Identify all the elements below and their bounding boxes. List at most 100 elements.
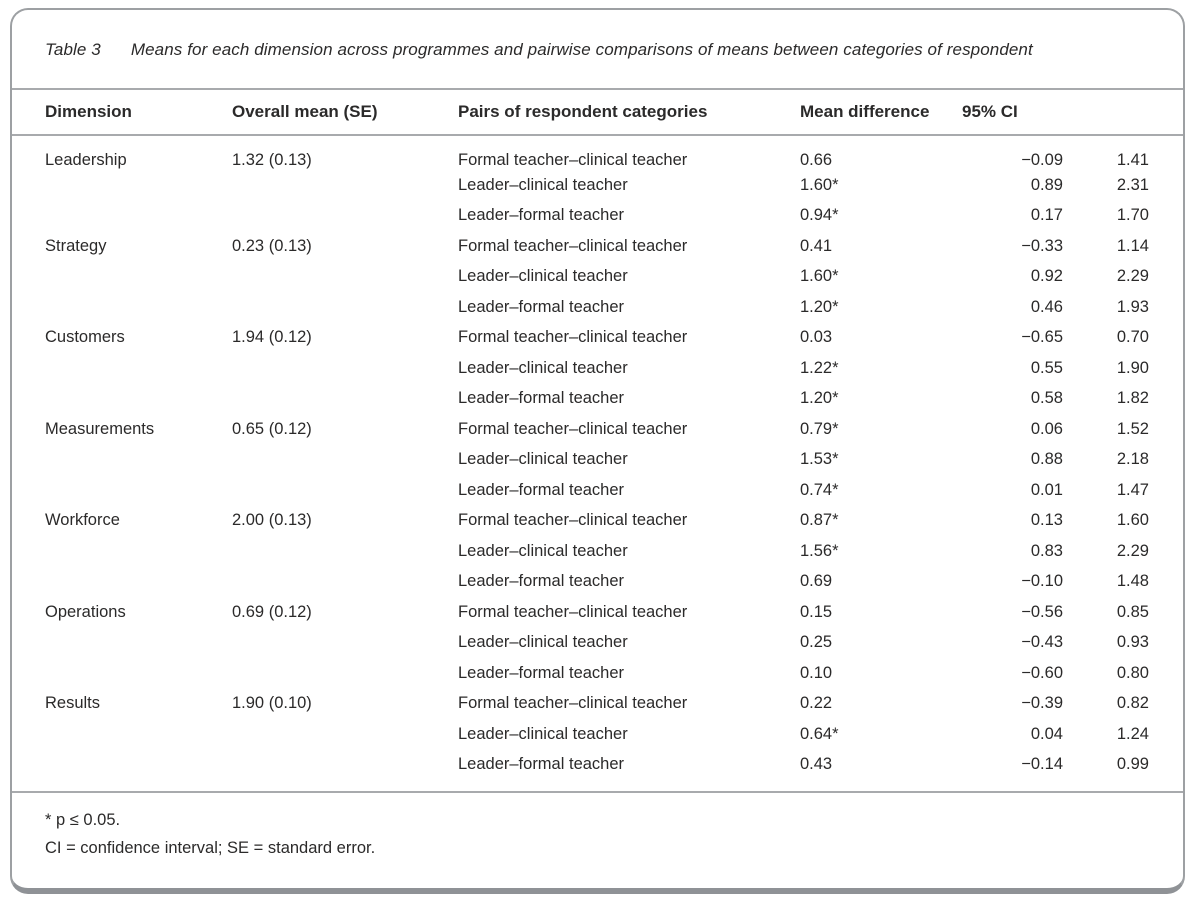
- overall-mean-cell: [232, 628, 458, 659]
- ci-low-cell: 0.92: [1030, 267, 1063, 286]
- footnote-significance: * p ≤ 0.05.: [45, 811, 121, 829]
- table-row: Results 1.90 (0.10) Formal teacher–clini…: [12, 689, 1183, 720]
- mean-difference-cell: 1.56*: [800, 541, 839, 560]
- overall-mean-cell: [232, 170, 458, 201]
- footnote-abbreviations: CI = confidence interval; SE = standard …: [45, 839, 376, 857]
- overall-mean-cell: [232, 384, 458, 415]
- pair-cell: Leader–clinical teacher: [458, 724, 628, 743]
- dimension-cell: [12, 475, 232, 506]
- pair-cell: Leader–formal teacher: [458, 663, 625, 682]
- mean-difference-cell: 0.43: [800, 755, 833, 774]
- ci-low-cell: 0.06: [1030, 419, 1063, 438]
- pair-cell: Leader–clinical teacher: [458, 541, 628, 560]
- mean-difference-cell: 0.41: [800, 236, 833, 255]
- mean-difference-cell: 1.53*: [800, 450, 839, 469]
- ci-high-cell: 1.90: [1116, 358, 1149, 377]
- overall-mean-cell: [232, 201, 458, 232]
- comparisons-table: Dimension Overall mean (SE) Pairs of res…: [12, 88, 1183, 780]
- overall-mean-cell: [232, 262, 458, 293]
- overall-mean-cell: [232, 475, 458, 506]
- pair-cell: Formal teacher–clinical teacher: [458, 151, 688, 169]
- mean-difference-cell: 1.20*: [800, 389, 839, 408]
- ci-low-cell: 0.89: [1030, 175, 1063, 194]
- dimension-cell: Customers: [45, 328, 125, 347]
- dimension-cell: Measurements: [45, 419, 155, 438]
- ci-high-cell: 2.29: [1116, 267, 1149, 286]
- overall-mean-cell: 1.32 (0.13): [232, 151, 312, 169]
- table-row: Leader–clinical teacher 1.60* 0.92 2.29: [12, 262, 1183, 293]
- dimension-cell: [12, 170, 232, 201]
- table-row: Leader–formal teacher 0.69 −0.10 1.48: [12, 567, 1183, 598]
- mean-difference-cell: 0.87*: [800, 511, 839, 530]
- column-header-overall-mean: Overall mean (SE): [232, 102, 378, 121]
- overall-mean-cell: [232, 719, 458, 750]
- ci-high-cell: 2.29: [1116, 541, 1149, 560]
- pair-cell: Leader–formal teacher: [458, 755, 625, 774]
- header-row: Dimension Overall mean (SE) Pairs of res…: [12, 89, 1183, 135]
- column-header-mean-difference: Mean difference: [800, 102, 930, 121]
- dimension-cell: Workforce: [45, 511, 120, 530]
- column-header-dimension: Dimension: [45, 102, 132, 121]
- ci-high-cell: 1.52: [1116, 419, 1149, 438]
- ci-low-cell: −0.09: [1021, 151, 1063, 169]
- pair-cell: Formal teacher–clinical teacher: [458, 511, 688, 530]
- dimension-cell: [12, 262, 232, 293]
- overall-mean-cell: 1.90 (0.10): [232, 694, 312, 713]
- ci-high-cell: 1.41: [1116, 151, 1149, 169]
- table-footnotes: * p ≤ 0.05. CI = confidence interval; SE…: [12, 793, 1183, 862]
- dimension-cell: Results: [45, 694, 101, 713]
- overall-mean-cell: [232, 292, 458, 323]
- table-row: Leader–formal teacher 1.20* 0.46 1.93: [12, 292, 1183, 323]
- mean-difference-cell: 0.64*: [800, 724, 839, 743]
- table-row: Leader–clinical teacher 1.60* 0.89 2.31: [12, 170, 1183, 201]
- dimension-cell: [12, 445, 232, 476]
- dimension-cell: [12, 384, 232, 415]
- footer-divider: [12, 791, 1183, 793]
- table-row: Leader–clinical teacher 1.53* 0.88 2.18: [12, 445, 1183, 476]
- ci-low-cell: −0.14: [1021, 755, 1063, 774]
- pair-cell: Leader–clinical teacher: [458, 633, 628, 652]
- ci-high-cell: 0.70: [1116, 328, 1149, 347]
- ci-low-cell: −0.33: [1021, 236, 1063, 255]
- mean-difference-cell: 0.10: [800, 663, 833, 682]
- ci-high-cell: 1.24: [1116, 724, 1149, 743]
- ci-high-cell: 2.31: [1116, 175, 1149, 194]
- pair-cell: Leader–formal teacher: [458, 572, 625, 591]
- ci-high-cell: 0.82: [1116, 694, 1149, 713]
- ci-high-cell: 1.70: [1116, 206, 1149, 225]
- overall-mean-cell: 2.00 (0.13): [232, 511, 312, 530]
- pair-cell: Formal teacher–clinical teacher: [458, 328, 688, 347]
- dimension-cell: [12, 750, 232, 781]
- ci-high-cell: 0.85: [1116, 602, 1149, 621]
- mean-difference-cell: 0.22: [800, 694, 833, 713]
- mean-difference-cell: 0.69: [800, 572, 833, 591]
- table-row: Leadership 1.32 (0.13) Formal teacher–cl…: [12, 135, 1183, 170]
- pair-cell: Leader–clinical teacher: [458, 175, 628, 194]
- overall-mean-cell: [232, 658, 458, 689]
- pair-cell: Leader–formal teacher: [458, 389, 625, 408]
- overall-mean-cell: [232, 750, 458, 781]
- table-row: Leader–clinical teacher 0.25 −0.43 0.93: [12, 628, 1183, 659]
- table-header: Dimension Overall mean (SE) Pairs of res…: [12, 89, 1183, 135]
- overall-mean-cell: 1.94 (0.12): [232, 328, 312, 347]
- table-caption: Table 3 Means for each dimension across p…: [12, 10, 1183, 88]
- table-row: Leader–formal teacher 0.43 −0.14 0.99: [12, 750, 1183, 781]
- ci-high-cell: 0.99: [1116, 755, 1149, 774]
- ci-high-cell: 1.60: [1116, 511, 1149, 530]
- table-row: Workforce 2.00 (0.13) Formal teacher–cli…: [12, 506, 1183, 537]
- table-row: Leader–formal teacher 0.94* 0.17 1.70: [12, 201, 1183, 232]
- table-caption-text: Means for each dimension across programm…: [130, 40, 1033, 59]
- ci-low-cell: 0.46: [1030, 297, 1063, 316]
- mean-difference-cell: 1.22*: [800, 358, 839, 377]
- ci-low-cell: 0.58: [1030, 389, 1063, 408]
- overall-mean-cell: [232, 353, 458, 384]
- ci-low-cell: 0.88: [1030, 450, 1063, 469]
- dimension-cell: [12, 719, 232, 750]
- ci-high-cell: 1.48: [1116, 572, 1149, 591]
- pair-cell: Formal teacher–clinical teacher: [458, 602, 688, 621]
- ci-high-cell: 0.80: [1116, 663, 1149, 682]
- pair-cell: Formal teacher–clinical teacher: [458, 236, 688, 255]
- ci-low-cell: −0.43: [1021, 633, 1063, 652]
- ci-low-cell: 0.55: [1030, 358, 1063, 377]
- mean-difference-cell: 0.15: [800, 602, 833, 621]
